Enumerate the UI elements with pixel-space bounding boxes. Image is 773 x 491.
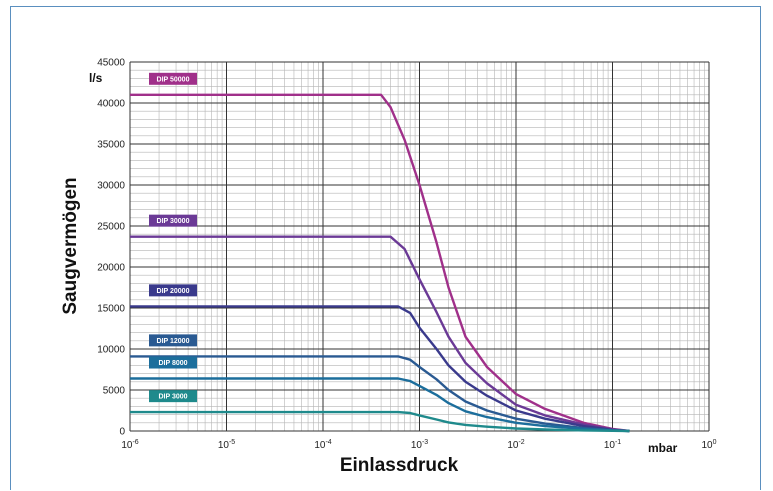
series-line (130, 93, 630, 433)
chart-frame (10, 6, 761, 490)
y-tick-labels: 0 5000 10000 15000 20000 25000 30000 35000 40000… (97, 58, 125, 438)
series-label-box (149, 390, 197, 403)
x-tick-label: 10-1 (604, 439, 621, 451)
series-line (130, 377, 630, 433)
x-tick-label: 10-4 (314, 439, 331, 451)
y-axis-unit: l/s (89, 71, 103, 85)
y-tick-label: 5000 (103, 386, 126, 397)
series-label: DIP 30000 (157, 218, 190, 225)
series-label-box (149, 356, 197, 369)
y-axis-title: Saugvermögen (60, 177, 81, 314)
series-label: DIP 50000 (157, 76, 190, 83)
series-label-box (149, 284, 197, 297)
y-tick-label: 30000 (97, 181, 125, 192)
y-tick-label: 40000 (97, 99, 125, 110)
series-label: DIP 3000 (158, 394, 187, 401)
x-tick-label: 100 (701, 439, 716, 451)
x-tick-label: 10-3 (411, 439, 428, 451)
series-line (130, 305, 630, 433)
y-tick-label: 15000 (97, 304, 125, 315)
y-tick-label: 25000 (97, 222, 125, 233)
series-label: DIP 20000 (157, 288, 190, 295)
x-tick-label: 10-6 (121, 439, 138, 451)
series-label-box (149, 72, 197, 85)
series-label: DIP 8000 (158, 360, 187, 367)
x-tick-label: 10-5 (218, 439, 235, 451)
x-axis-unit: mbar (648, 441, 678, 455)
y-tick-label: 35000 (97, 140, 125, 151)
series-label-box (149, 214, 197, 227)
series-line (130, 235, 630, 433)
x-tick-label: 10-2 (507, 439, 524, 451)
series-labels: DIP 50000 DIP 30000 DIP 20000 DIP 12000 DIP … (149, 72, 197, 403)
y-tick-label: 0 (119, 427, 125, 438)
series-curves (130, 93, 630, 433)
y-tick-label: 45000 (97, 58, 125, 69)
y-tick-label: 10000 (97, 345, 125, 356)
series-label-box (149, 334, 197, 347)
y-tick-label: 20000 (97, 263, 125, 274)
series-line (130, 410, 630, 433)
x-tick-labels: 10-6 10-5 10-4 10-3 10-2 10-1 100 (121, 439, 716, 451)
series-label: DIP 12000 (157, 338, 190, 345)
x-axis-title: Einlassdruck (340, 455, 459, 476)
